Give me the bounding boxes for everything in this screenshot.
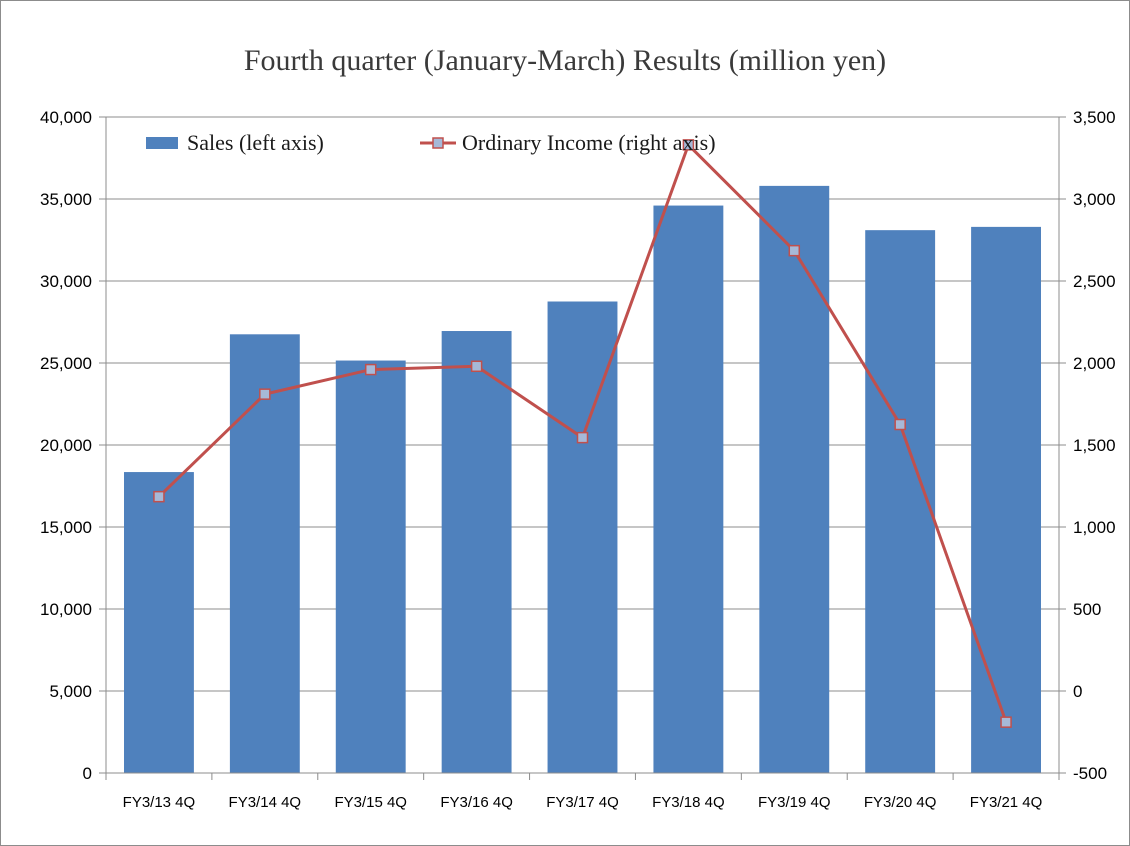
point-ordinary-income <box>153 490 165 503</box>
left-tick-label: 25,000 <box>40 354 92 373</box>
point-ordinary-income <box>1000 716 1012 728</box>
point-ordinary-income <box>364 363 377 376</box>
bar-sales <box>335 360 406 773</box>
left-tick-label: 40,000 <box>40 108 92 127</box>
x-tick-label: FY3/17 4Q <box>546 794 619 811</box>
point-ordinary-income <box>259 388 271 400</box>
bar-sales <box>229 334 300 773</box>
left-tick-label: 10,000 <box>40 600 92 619</box>
left-tick-label: 0 <box>83 764 92 783</box>
right-tick-label: 1,500 <box>1073 436 1116 455</box>
right-tick-label: 500 <box>1073 600 1101 619</box>
right-tick-label: 3,000 <box>1073 190 1116 209</box>
bar-sales <box>865 230 936 773</box>
point-ordinary-income <box>576 431 589 444</box>
point-ordinary-income <box>470 360 483 373</box>
point-ordinary-income <box>788 244 801 257</box>
x-tick-label: FY3/21 4Q <box>970 794 1043 811</box>
bar-sales <box>759 185 830 773</box>
bar-sales <box>653 205 724 773</box>
left-tick-label: 15,000 <box>40 518 92 537</box>
x-tick-label: FY3/19 4Q <box>758 794 831 811</box>
left-tick-label: 5,000 <box>49 682 92 701</box>
right-tick-label: -500 <box>1073 764 1107 783</box>
left-tick-label: 20,000 <box>40 436 92 455</box>
point-ordinary-income <box>682 139 695 151</box>
left-tick-label: 35,000 <box>40 190 92 209</box>
point-ordinary-income <box>894 418 906 431</box>
legend-swatch-marker-income <box>432 137 444 149</box>
bar-sales <box>124 472 194 773</box>
x-tick-label: FY3/18 4Q <box>652 794 725 811</box>
left-tick-label: 30,000 <box>40 272 92 291</box>
x-tick-label: FY3/15 4Q <box>334 794 407 811</box>
x-tick-label: FY3/14 4Q <box>229 794 302 811</box>
right-tick-label: 2,000 <box>1073 354 1116 373</box>
right-tick-label: 1,000 <box>1073 518 1116 537</box>
x-tick-label: FY3/13 4Q <box>123 794 196 811</box>
bar-sales <box>971 226 1041 773</box>
chart-title: Fourth quarter (January-March) Results (… <box>244 44 886 77</box>
bar-sales <box>547 301 618 773</box>
right-tick-label: 0 <box>1073 682 1082 701</box>
legend-label-income: Ordinary Income (right axis) <box>462 130 716 155</box>
right-tick-label: 3,500 <box>1073 108 1116 127</box>
bar-sales <box>441 331 512 773</box>
x-tick-label: FY3/16 4Q <box>440 794 513 811</box>
legend-swatch-sales <box>146 137 178 149</box>
right-tick-label: 2,500 <box>1073 272 1116 291</box>
x-tick-label: FY3/20 4Q <box>864 794 937 811</box>
legend-label-sales: Sales (left axis) <box>187 130 324 155</box>
